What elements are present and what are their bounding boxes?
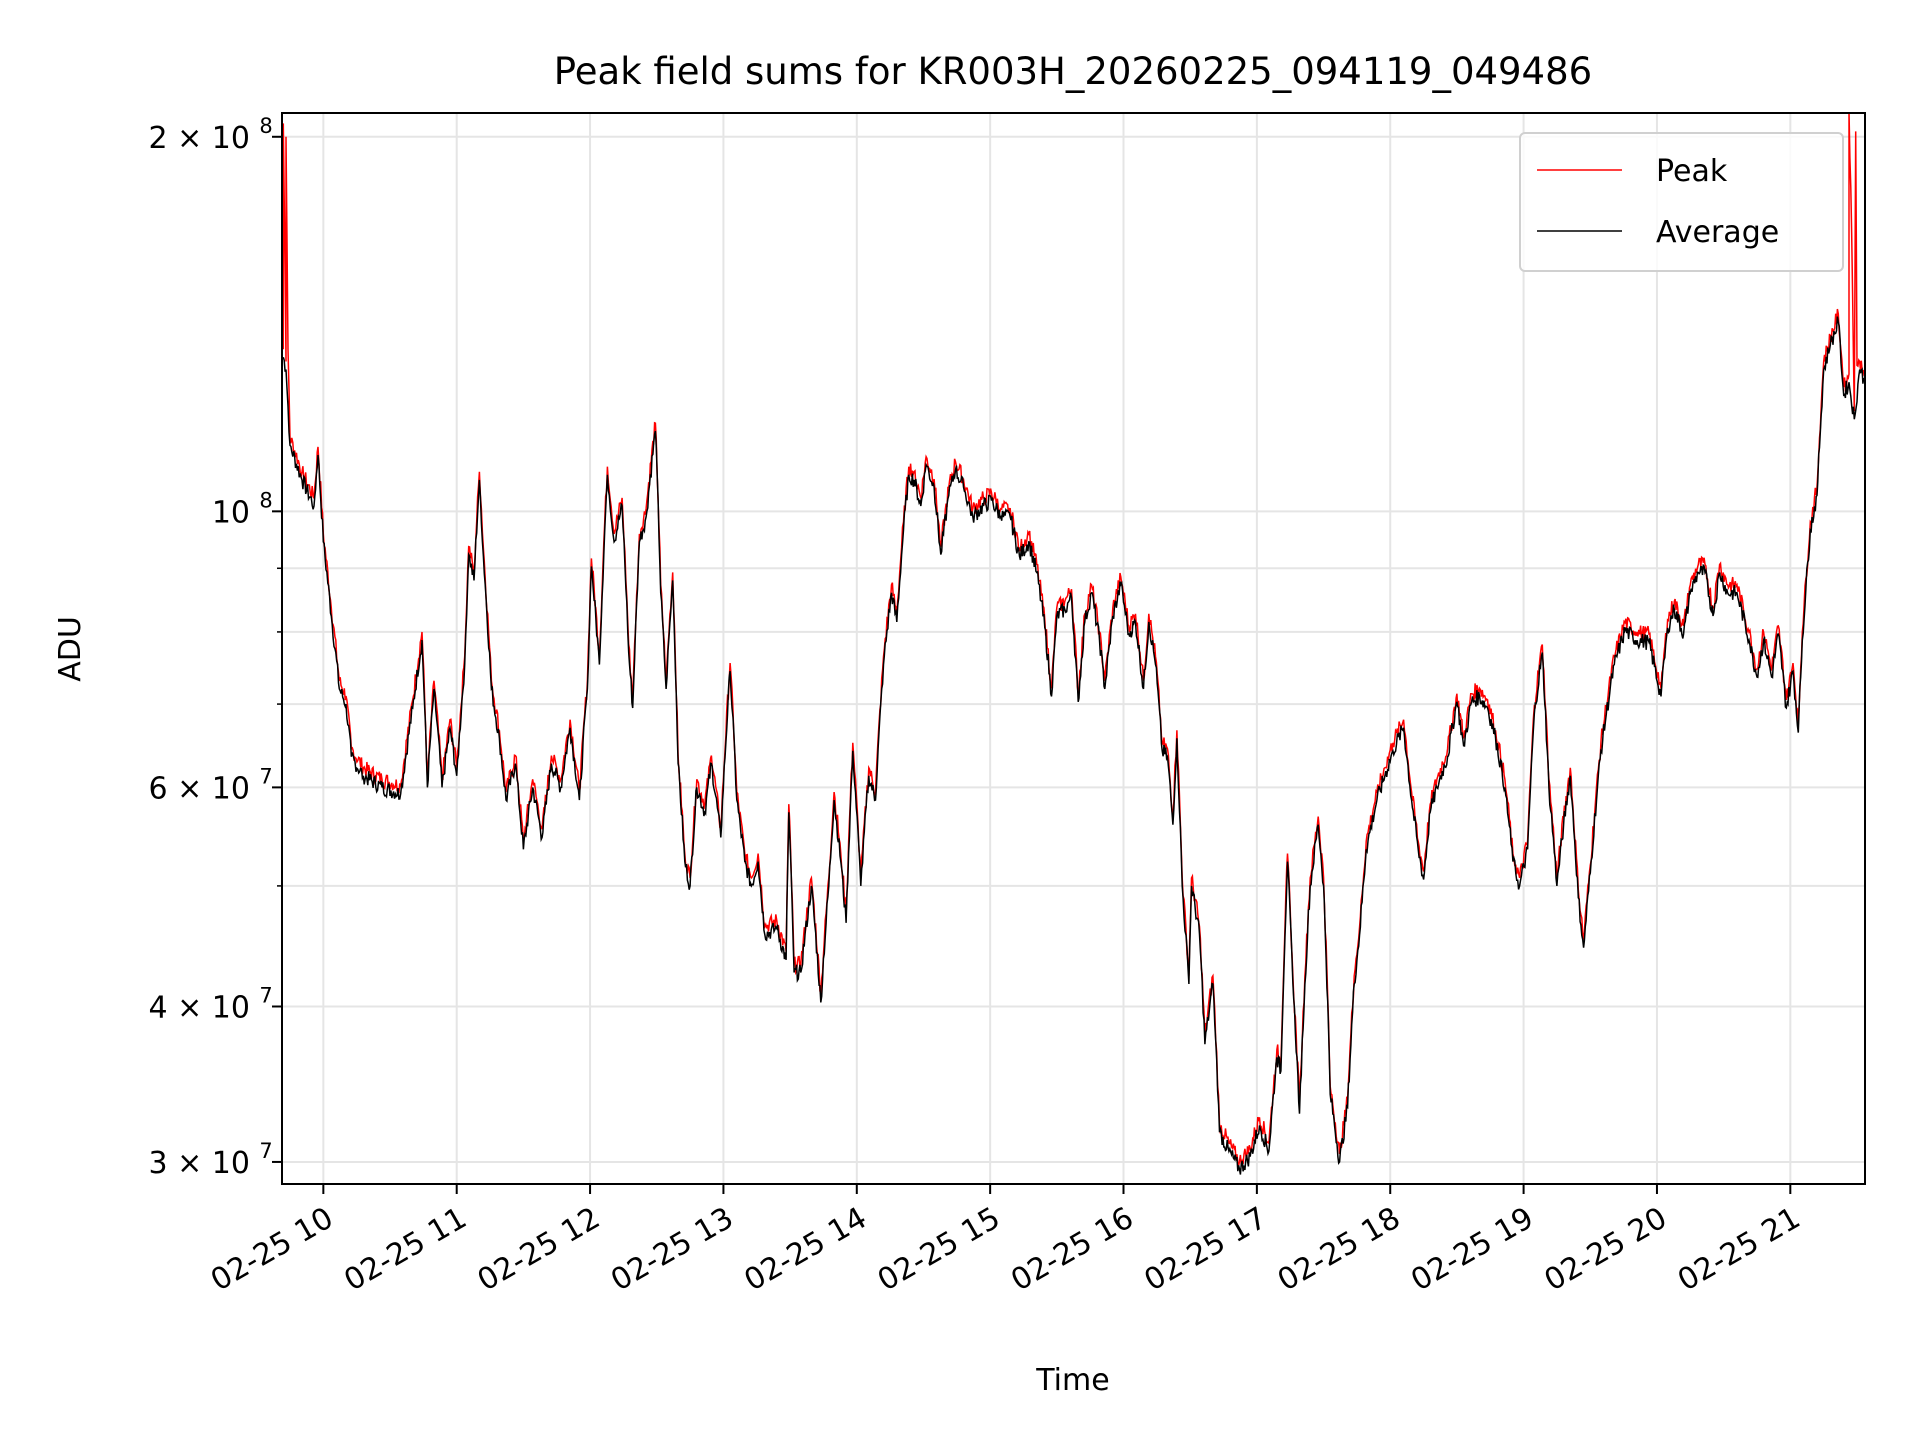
series-line-peak [282, 113, 1865, 1167]
x-tick-label: 02-25 18 [1272, 1201, 1406, 1299]
series-lines [282, 113, 1865, 1175]
x-tick-label: 02-25 14 [738, 1201, 872, 1299]
y-tick-exponent: 8 [259, 114, 272, 138]
x-axis-label: Time [1035, 1363, 1109, 1398]
grid-lines [282, 113, 1865, 1184]
x-tick-label: 02-25 13 [605, 1201, 739, 1299]
y-tick-mantissa: 6 × 10 [149, 771, 250, 806]
y-tick-exponent: 8 [259, 488, 272, 512]
x-tick-label: 02-25 21 [1672, 1201, 1806, 1299]
x-axis-ticks: 02-25 10 02-25 11 02-25 12 02-25 13 02-25 14… [205, 1184, 1806, 1298]
y-tick-label: 4 × 10 [149, 990, 250, 1025]
legend-box [1519, 132, 1844, 272]
y-tick-mantissa: 10 [212, 495, 250, 530]
x-tick-label: 02-25 15 [872, 1201, 1006, 1299]
y-tick-mantissa: 3 × 10 [149, 1146, 250, 1181]
plot-frame [281, 112, 1866, 1185]
chart-title: Peak field sums for KR003H_20260225_0941… [554, 50, 1592, 93]
y-tick-exponent: 7 [259, 1139, 272, 1163]
x-tick-label: 02-25 11 [338, 1201, 472, 1299]
y-tick-mantissa: 4 × 10 [149, 990, 250, 1025]
x-tick-label: 02-25 10 [205, 1201, 339, 1299]
x-tick-label: 02-25 20 [1539, 1201, 1673, 1299]
x-tick-label: 02-25 12 [472, 1201, 606, 1299]
y-tick-mantissa: 2 × 10 [149, 121, 250, 156]
y-axis-label: ADU [53, 616, 88, 682]
y-tick-label: 2 × 10 [149, 121, 250, 156]
y-tick-label: 10 [212, 495, 250, 530]
y-tick-exponent: 7 [259, 764, 272, 788]
legend-label-peak: Peak [1656, 154, 1728, 189]
x-tick-label: 02-25 17 [1139, 1201, 1273, 1299]
legend-label-average: Average [1656, 215, 1779, 250]
x-tick-label: 02-25 19 [1405, 1201, 1539, 1299]
y-tick-exponent: 7 [259, 983, 272, 1007]
legend: Peak Average [1519, 132, 1844, 272]
x-tick-label: 02-25 16 [1005, 1201, 1139, 1299]
series-line-average [282, 316, 1865, 1175]
y-tick-label: 3 × 10 [149, 1146, 250, 1181]
y-tick-label: 6 × 10 [149, 771, 250, 806]
y-axis-ticks: 3 × 10 7 4 × 10 7 6 × 10 7 10 8 2 × 10 8 [149, 114, 282, 1181]
